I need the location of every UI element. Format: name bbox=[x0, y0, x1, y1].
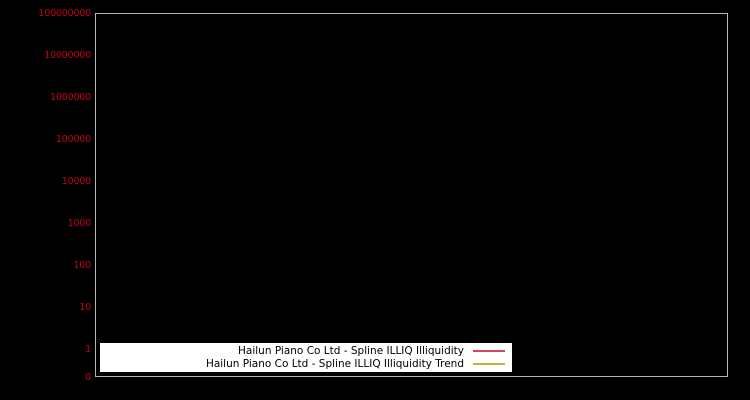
y-tick-label: 100000 bbox=[55, 134, 91, 145]
y-axis-tick-labels: 100000000 10000000 1000000 100000 10000 … bbox=[0, 0, 91, 400]
legend-entry-illiquidity-trend: Hailun Piano Co Ltd - Spline ILLIQ Illiq… bbox=[101, 358, 511, 371]
y-tick-label: 10000000 bbox=[44, 50, 91, 61]
axes-frame bbox=[95, 13, 728, 377]
legend-swatch-illiquidity bbox=[473, 350, 505, 352]
y-tick-label: 1000 bbox=[67, 218, 92, 229]
y-tick-label: 1000000 bbox=[50, 92, 91, 103]
legend-entry-illiquidity: Hailun Piano Co Ltd - Spline ILLIQ Illiq… bbox=[101, 345, 511, 358]
y-tick-label: 100000000 bbox=[38, 8, 91, 19]
y-tick-label: 10 bbox=[79, 302, 91, 313]
y-tick-label: 10000 bbox=[61, 176, 91, 187]
legend-label-illiquidity: Hailun Piano Co Ltd - Spline ILLIQ Illiq… bbox=[238, 345, 464, 357]
y-tick-label: 0 bbox=[85, 372, 91, 383]
legend-swatch-illiquidity-trend bbox=[473, 363, 505, 365]
y-tick-label: 100 bbox=[73, 260, 91, 271]
y-tick-label: 1 bbox=[85, 344, 91, 355]
legend-label-illiquidity-trend: Hailun Piano Co Ltd - Spline ILLIQ Illiq… bbox=[205, 358, 464, 370]
chart-legend: Hailun Piano Co Ltd - Spline ILLIQ Illiq… bbox=[100, 343, 512, 372]
